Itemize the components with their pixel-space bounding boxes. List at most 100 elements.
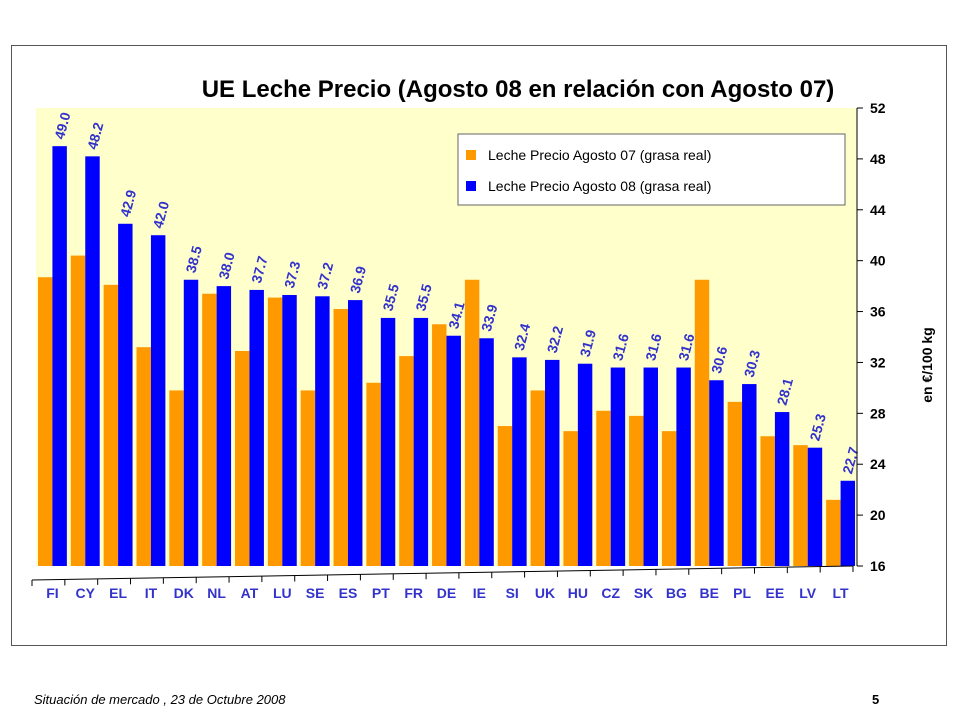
- bar-aug08-be: [709, 380, 724, 566]
- bar-aug08-hu: [577, 363, 593, 566]
- value-label-it: 42.0: [150, 199, 173, 230]
- chart-title: UE Leche Precio (Agosto 08 en relación c…: [202, 76, 835, 103]
- x-tick-label-fr: FR: [404, 585, 423, 601]
- value-label-ie: 33.9: [478, 302, 501, 333]
- bar-aug08-cz: [610, 367, 626, 566]
- x-tick-label-hu: HU: [568, 585, 588, 601]
- x-axis-line: [31, 565, 854, 581]
- bar-aug08-nl: [216, 286, 232, 566]
- bar-aug07-dk: [169, 390, 184, 566]
- y-tick-label: 16: [870, 558, 886, 574]
- bar-aug08-lv: [807, 447, 823, 566]
- bar-aug07-bg: [661, 431, 677, 566]
- x-tick-label-pt: PT: [372, 585, 390, 601]
- bar-aug08-lt: [840, 480, 856, 566]
- x-tick-label-at: AT: [241, 585, 259, 601]
- bar-aug07-it: [136, 347, 151, 566]
- x-tick-label-lv: LV: [799, 585, 817, 601]
- x-tick-label-cz: CZ: [601, 585, 620, 601]
- bar-aug07-ee: [760, 436, 775, 566]
- value-label-dk: 38.5: [182, 244, 205, 275]
- bar-aug07-cy: [70, 255, 86, 567]
- value-label-pt: 35.5: [379, 282, 402, 313]
- bar-aug08-bg: [676, 367, 691, 566]
- value-label-si: 32.4: [511, 321, 534, 352]
- x-tick-label-be: BE: [699, 585, 718, 601]
- x-tick-label-fi: FI: [46, 585, 58, 601]
- bar-aug08-fi: [52, 146, 67, 566]
- y-tick-label: 52: [870, 100, 886, 116]
- value-label-fi: 49.0: [51, 110, 74, 141]
- bar-aug07-cz: [596, 410, 611, 566]
- value-label-hu: 31.9: [577, 328, 600, 359]
- value-label-lu: 37.3: [281, 259, 304, 290]
- value-label-at: 37.7: [248, 254, 271, 285]
- value-label-de: 34.1: [445, 300, 468, 331]
- value-label-be: 30.6: [708, 344, 731, 375]
- bar-aug08-lu: [282, 295, 297, 566]
- y-tick-label: 28: [870, 405, 886, 421]
- value-label-lv: 25.3: [806, 412, 829, 443]
- bar-aug08-ee: [774, 412, 790, 566]
- x-tick-label-es: ES: [339, 585, 358, 601]
- bar-aug07-lv: [793, 445, 808, 566]
- bar-aug07-si: [497, 426, 513, 566]
- bar-aug08-de: [446, 335, 461, 566]
- x-tick-label-uk: UK: [535, 585, 555, 601]
- bar-aug07-sk: [629, 415, 644, 566]
- legend-label-aug07: Leche Precio Agosto 07 (grasa real): [488, 147, 711, 163]
- y-tick-label: 36: [870, 304, 886, 320]
- bar-aug07-uk: [530, 390, 546, 566]
- legend-label-aug08: Leche Precio Agosto 08 (grasa real): [488, 178, 711, 194]
- x-tick-label-se: SE: [306, 585, 325, 601]
- legend-box: [457, 133, 846, 206]
- bar-aug07-fr: [399, 356, 414, 566]
- bar-aug08-uk: [545, 359, 560, 566]
- page-number: 5: [872, 692, 880, 707]
- value-label-fr: 35.5: [412, 282, 435, 313]
- value-label-se: 37.2: [314, 260, 337, 291]
- value-label-uk: 32.2: [544, 324, 567, 355]
- bar-aug08-es: [347, 300, 363, 566]
- bar-aug08-se: [315, 296, 330, 566]
- bar-aug08-pl: [742, 384, 757, 566]
- bar-aug07-nl: [202, 293, 217, 566]
- value-label-sk: 31.6: [642, 332, 665, 363]
- x-tick-label-el: EL: [109, 585, 127, 601]
- bar-aug08-si: [512, 357, 527, 566]
- bar-aug07-se: [300, 390, 316, 566]
- bar-aug08-ie: [479, 338, 494, 566]
- bar-aug08-fr: [413, 317, 429, 566]
- bar-aug07-hu: [563, 431, 578, 566]
- value-label-es: 36.9: [347, 264, 370, 295]
- x-tick-label-lu: LU: [273, 585, 292, 601]
- x-tick-label-dk: DK: [174, 585, 194, 601]
- x-tick-label-si: SI: [506, 585, 519, 601]
- bar-aug08-at: [249, 289, 264, 566]
- bars: [37, 146, 856, 567]
- value-label-nl: 38.0: [215, 250, 238, 281]
- bar-aug08-sk: [643, 367, 658, 566]
- value-label-lt: 22.7: [839, 445, 862, 476]
- x-tick-label-bg: BG: [666, 585, 687, 601]
- bar-aug07-de: [432, 324, 447, 566]
- x-tick-label-de: DE: [437, 585, 456, 601]
- x-axis: FI CY EL IT DK NL AT LU SE ES PT FR DE IE SI UK HU CZ SK BG…: [31, 565, 854, 601]
- y-tick-label: 24: [870, 456, 886, 472]
- bar-aug07-pt: [366, 382, 381, 566]
- bar-aug07-lt: [826, 499, 841, 566]
- legend-swatch-aug07: [466, 150, 476, 160]
- value-labels: 49.0 48.2 42.9 42.0 38.5 38.0 37.7 37.3 37.2 36.9…: [51, 110, 862, 475]
- bar-aug07-el: [103, 284, 119, 566]
- x-tick-label-nl: NL: [207, 585, 226, 601]
- x-tick-label-lt: LT: [833, 585, 850, 601]
- bar-aug07-fi: [37, 277, 53, 566]
- legend: Leche Precio Agosto 07 (grasa real) Lech…: [457, 133, 846, 206]
- value-label-cz: 31.6: [609, 332, 632, 363]
- value-label-cy: 48.2: [84, 120, 107, 151]
- bar-aug07-lu: [267, 297, 283, 566]
- bar-aug08-cy: [85, 156, 100, 566]
- bar-aug08-dk: [183, 279, 199, 566]
- value-label-bg: 31.6: [675, 332, 698, 363]
